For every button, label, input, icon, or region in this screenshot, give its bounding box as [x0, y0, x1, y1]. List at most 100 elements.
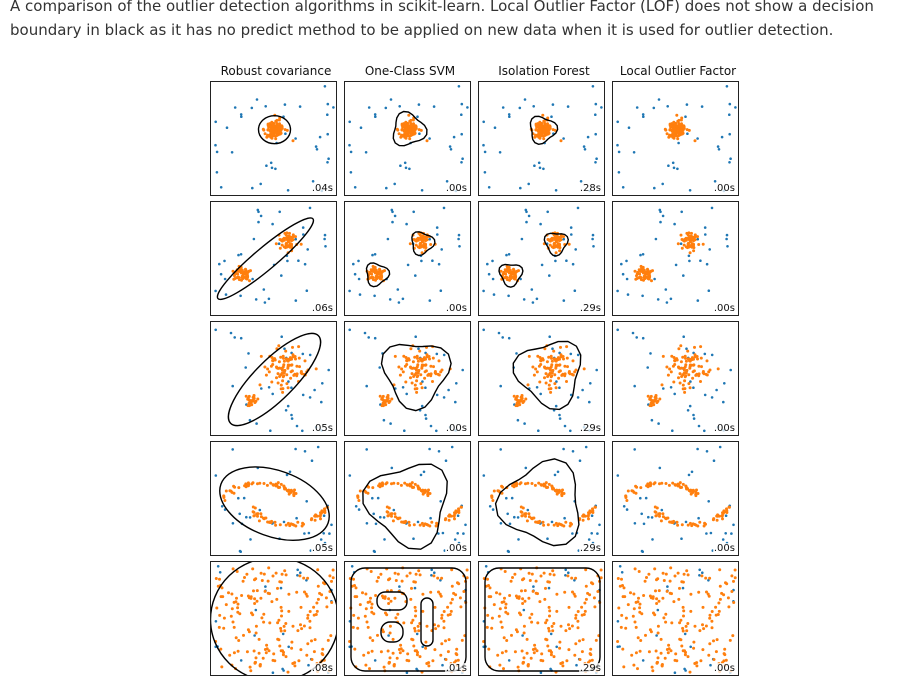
- inlier-point: [331, 576, 335, 580]
- outlier-point: [305, 289, 309, 292]
- inlier-point: [275, 118, 279, 122]
- inlier-point: [380, 594, 384, 598]
- inlier-point: [265, 483, 269, 487]
- outlier-point: [687, 254, 691, 258]
- inlier-point: [279, 482, 283, 486]
- outlier-point: [214, 474, 218, 477]
- inlier-point: [669, 566, 673, 570]
- inlier-point: [281, 375, 285, 379]
- inlier-point: [256, 397, 260, 401]
- inlier-point: [388, 624, 392, 628]
- inlier-point: [554, 521, 558, 525]
- inlier-point: [419, 373, 423, 377]
- inlier-point: [386, 396, 390, 400]
- outlier-point: [521, 634, 524, 637]
- inlier-point: [694, 492, 698, 496]
- inlier-point: [524, 514, 527, 518]
- inlier-point: [638, 649, 642, 653]
- inlier-point: [686, 349, 690, 353]
- outlier-point: [627, 126, 631, 129]
- outlier-point: [697, 516, 700, 520]
- inlier-point: [391, 637, 395, 641]
- inlier-point: [668, 128, 672, 132]
- outlier-point: [414, 274, 417, 277]
- inlier-point: [547, 482, 551, 486]
- outlier-point: [401, 297, 405, 301]
- inlier-point: [302, 624, 306, 628]
- inlier-point: [547, 387, 551, 391]
- inlier-point: [530, 572, 534, 576]
- inlier-point: [259, 596, 263, 600]
- inlier-point: [456, 658, 460, 662]
- inlier-point: [521, 602, 525, 605]
- inlier-point: [229, 614, 233, 618]
- inlier-point: [428, 357, 431, 361]
- outlier-point: [348, 289, 351, 293]
- inlier-point: [528, 616, 532, 620]
- outlier-point: [214, 120, 217, 124]
- inlier-point: [410, 381, 414, 385]
- outlier-point: [256, 208, 260, 212]
- inlier-point: [530, 620, 534, 624]
- inlier-point: [530, 482, 534, 485]
- inlier-point: [324, 596, 328, 600]
- inlier-point: [554, 359, 558, 363]
- column-title-one-class-svm: One-Class SVM: [364, 64, 456, 78]
- fit-time-label: .28s: [578, 183, 602, 195]
- outlier-point: [692, 417, 696, 420]
- inlier-point: [275, 597, 279, 601]
- inlier-point: [695, 664, 699, 668]
- inlier-point: [446, 650, 450, 654]
- inlier-point: [400, 579, 404, 583]
- inlier-point: [300, 627, 304, 631]
- inlier-point: [574, 616, 578, 620]
- inlier-point: [308, 610, 312, 613]
- inlier-point: [653, 510, 657, 514]
- fit-time-label: .29s: [578, 423, 602, 435]
- inlier-point: [505, 639, 509, 642]
- inlier-point: [534, 520, 538, 524]
- outlier-point: [658, 208, 662, 212]
- inlier-point: [700, 365, 703, 369]
- outlier-point: [507, 550, 510, 553]
- outlier-point: [616, 143, 619, 147]
- inlier-point: [369, 570, 373, 573]
- inlier-point: [237, 639, 241, 642]
- inlier-point: [733, 568, 737, 572]
- inlier-point: [276, 621, 280, 625]
- inlier-point: [678, 621, 682, 625]
- inlier-point: [403, 364, 407, 368]
- outlier-point: [230, 151, 234, 154]
- outlier-point: [551, 347, 554, 350]
- inlier-point: [680, 116, 684, 120]
- outlier-point: [726, 245, 729, 248]
- inlier-point: [298, 365, 301, 369]
- outlier-point: [598, 523, 601, 527]
- inlier-point: [702, 372, 706, 376]
- inlier-point: [694, 523, 698, 527]
- outlier-point: [320, 400, 323, 404]
- inlier-point: [377, 275, 381, 279]
- outlier-point: [415, 632, 419, 636]
- outlier-point: [573, 579, 576, 582]
- inlier-point: [458, 596, 462, 600]
- outlier-point: [270, 166, 274, 170]
- inlier-point: [699, 659, 703, 663]
- inlier-point: [433, 605, 437, 609]
- outlier-point: [379, 515, 382, 519]
- fit-time-label: .04s: [310, 183, 334, 195]
- outlier-point: [527, 214, 531, 218]
- outlier-point: [263, 301, 267, 304]
- inlier-point: [398, 651, 402, 655]
- inlier-point: [371, 639, 375, 642]
- inlier-point: [515, 394, 519, 398]
- outlier-point: [295, 516, 298, 520]
- outlier-point: [621, 272, 625, 276]
- inlier-point: [668, 579, 672, 583]
- outlier-point: [689, 645, 692, 649]
- inlier-point: [218, 613, 222, 617]
- inlier-point: [411, 127, 415, 131]
- inlier-point: [657, 599, 661, 603]
- inlier-point: [425, 624, 429, 628]
- inlier-point: [678, 133, 681, 137]
